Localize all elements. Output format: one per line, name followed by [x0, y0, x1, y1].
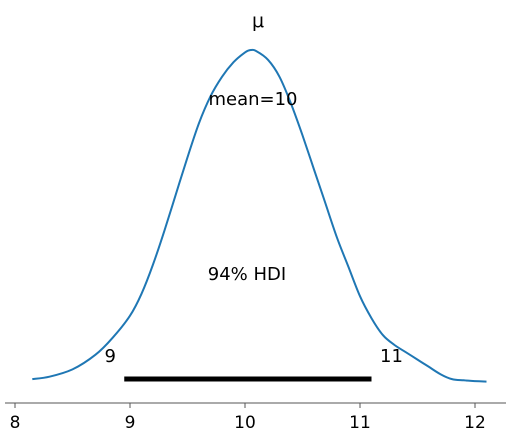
hdi-high-label: 11: [380, 346, 403, 367]
hdi-low-label: 9: [105, 346, 116, 367]
x-tick-label: 11: [349, 413, 371, 433]
x-tick-label: 10: [234, 413, 256, 433]
x-axis-ticks: 8 9 10 11 12: [10, 403, 486, 433]
hdi-label: 94% HDI: [208, 264, 286, 285]
mean-label: mean=10: [208, 89, 297, 110]
x-tick-label: 9: [125, 413, 136, 433]
chart-title: μ: [252, 10, 264, 32]
x-tick-label: 12: [464, 413, 486, 433]
x-tick-label: 8: [10, 413, 21, 433]
density-curve: [32, 48, 487, 383]
